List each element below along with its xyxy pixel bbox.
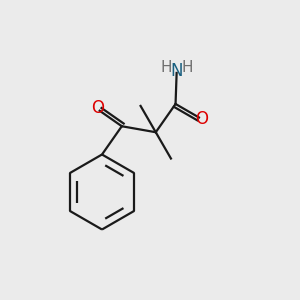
Text: H: H — [182, 60, 193, 75]
Text: O: O — [195, 110, 208, 128]
Text: H: H — [160, 60, 172, 75]
Text: N: N — [170, 62, 183, 80]
Text: O: O — [91, 99, 104, 117]
